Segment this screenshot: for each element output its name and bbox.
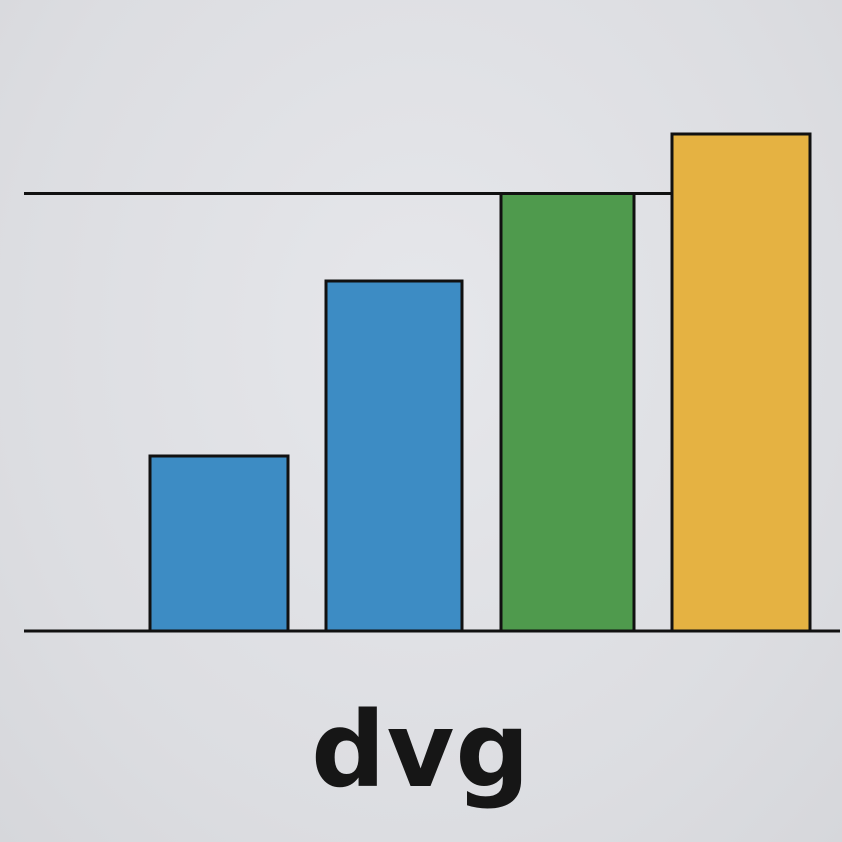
x-axis-label: dvg [311, 689, 531, 811]
bar-3 [499, 192, 636, 633]
bar-1 [148, 454, 290, 633]
bars-group [148, 132, 812, 633]
bar-4 [670, 132, 812, 633]
bar-2 [324, 279, 464, 633]
